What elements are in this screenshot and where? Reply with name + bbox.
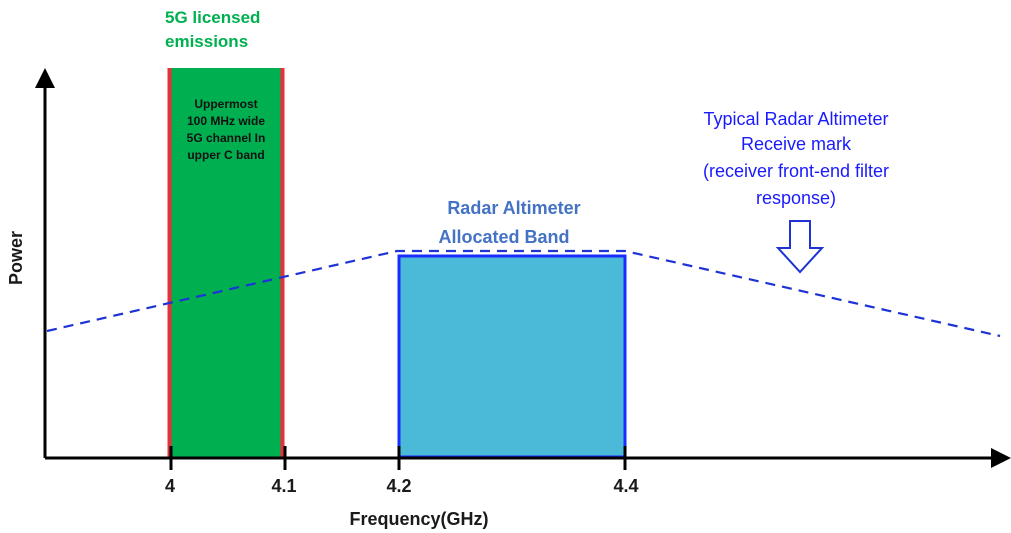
tick-label-4-1: 4.1	[271, 476, 296, 496]
x-axis-arrow	[991, 448, 1011, 468]
radar-band-label-line-1: Radar Altimeter	[447, 198, 580, 218]
mask-label-line-2: Receive mark	[741, 134, 852, 154]
5g-title-line-2: emissions	[165, 32, 248, 51]
y-axis-title: Power	[6, 231, 26, 285]
tick-label-4-2: 4.2	[386, 476, 411, 496]
y-axis-arrow	[35, 68, 55, 88]
mask-label-line-1: Typical Radar Altimeter	[703, 109, 888, 129]
5g-title-line-1: 5G licensed	[165, 8, 260, 27]
mask-label-line-3: (receiver front-end filter	[703, 161, 889, 181]
radar-band-label-line-2: Allocated Band	[438, 227, 569, 247]
5g-inner-line-3: 5G channel In	[187, 131, 266, 145]
radar-altimeter-band	[397, 254, 627, 459]
5g-inner-line-2: 100 MHz wide	[187, 114, 265, 128]
5g-inner-line-4: upper C band	[187, 148, 264, 162]
5g-inner-line-1: Uppermost	[194, 97, 257, 111]
tick-label-4: 4	[165, 476, 175, 496]
mask-label-line-4: response)	[756, 188, 836, 208]
down-arrow-icon	[775, 220, 825, 274]
receive-mask-dashed-line	[46, 249, 1001, 338]
5g-channel-band	[168, 68, 284, 458]
tick-label-4-4: 4.4	[613, 476, 638, 496]
x-axis-title: Frequency(GHz)	[349, 509, 488, 529]
